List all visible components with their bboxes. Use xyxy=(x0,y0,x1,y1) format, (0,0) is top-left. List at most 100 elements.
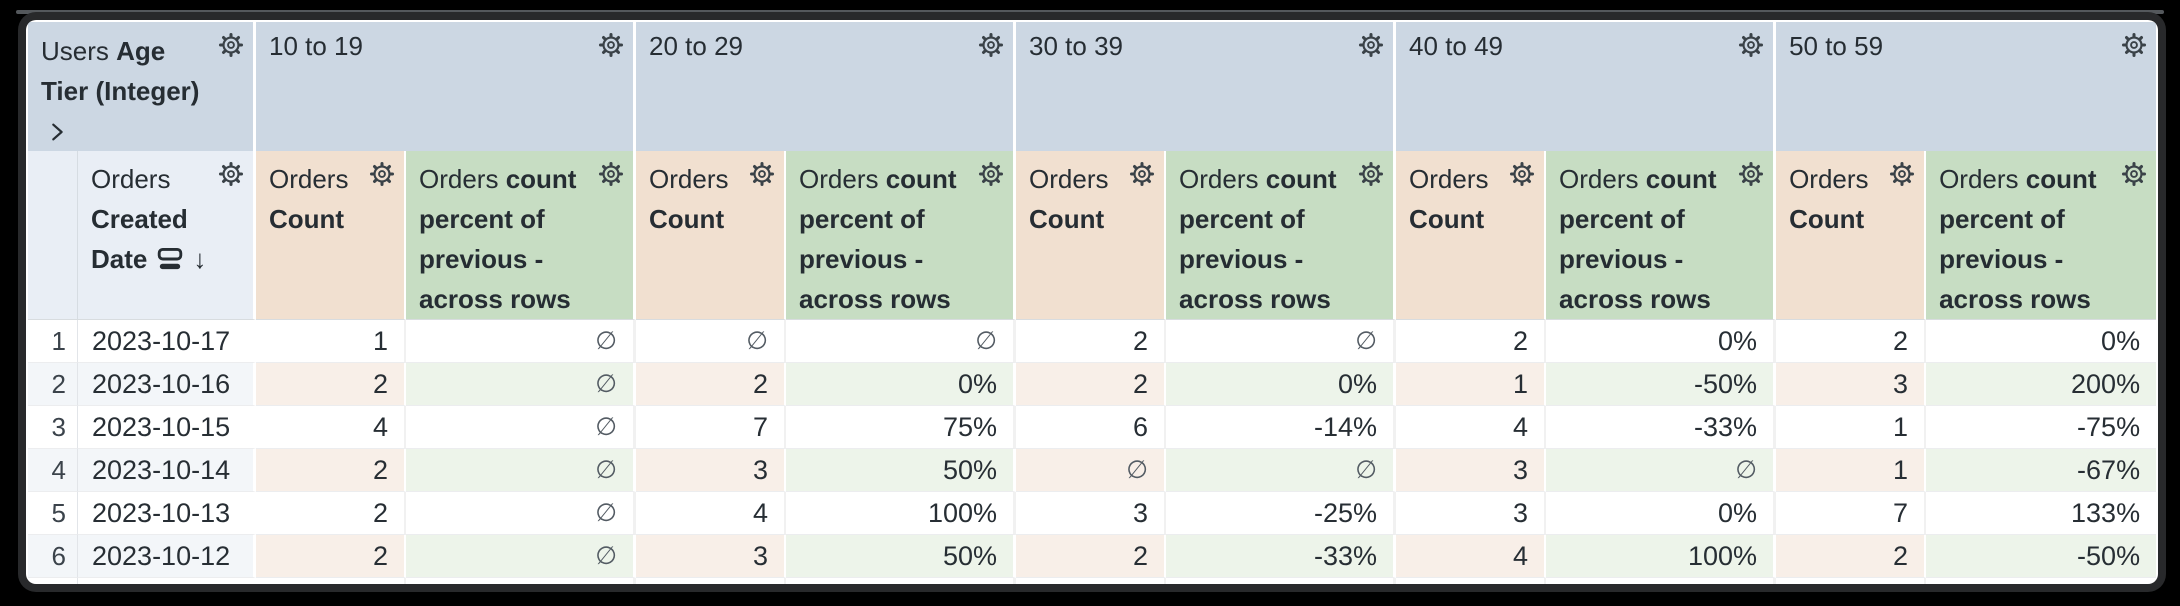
measure-header-orders-count[interactable]: Orders Count xyxy=(1776,151,1927,320)
value-cell[interactable]: 2 xyxy=(636,363,787,406)
value-cell[interactable]: 2 xyxy=(1776,535,1927,578)
value-cell[interactable]: 0% xyxy=(1546,320,1777,363)
value-cell[interactable]: 0% xyxy=(786,363,1017,406)
gear-icon[interactable] xyxy=(218,161,244,187)
value-cell[interactable]: 100% xyxy=(786,492,1017,535)
value-cell[interactable]: -14% xyxy=(1166,406,1397,449)
value-cell[interactable]: 2 xyxy=(256,535,406,578)
gear-icon[interactable] xyxy=(978,161,1004,187)
value-cell[interactable]: 1 xyxy=(1396,363,1547,406)
gear-icon[interactable] xyxy=(1889,161,1915,187)
value-cell[interactable]: 7 xyxy=(1776,492,1927,535)
value-cell[interactable]: 50% xyxy=(786,449,1017,492)
measure-header-percent-of-previous[interactable]: Orders count percent of previous - acros… xyxy=(1926,151,2157,320)
value-cell[interactable]: ∅ xyxy=(406,492,637,535)
gear-icon[interactable] xyxy=(2121,161,2147,187)
value-cell[interactable]: 2 xyxy=(636,578,787,584)
measure-header-orders-count[interactable]: Orders Count xyxy=(1396,151,1547,320)
gear-icon[interactable] xyxy=(218,32,244,58)
value-cell[interactable]: ∅ xyxy=(1396,578,1547,584)
gear-icon[interactable] xyxy=(598,161,624,187)
value-cell[interactable]: -33% xyxy=(1546,406,1777,449)
gear-icon[interactable] xyxy=(2121,32,2147,58)
value-cell[interactable]: 4 xyxy=(1396,535,1547,578)
value-cell[interactable]: 1 xyxy=(1776,406,1927,449)
measure-header-percent-of-previous[interactable]: Orders count percent of previous - acros… xyxy=(1166,151,1397,320)
row-dimension-header[interactable]: Orders Created Date ↓ xyxy=(78,151,256,320)
gear-icon[interactable] xyxy=(1129,161,1155,187)
chevron-right-icon[interactable] xyxy=(47,121,67,143)
date-cell[interactable]: 2023-10-13 xyxy=(78,492,256,535)
value-cell[interactable]: 50% xyxy=(786,535,1017,578)
gear-icon[interactable] xyxy=(1738,161,1764,187)
value-cell[interactable]: -67% xyxy=(1926,449,2157,492)
value-cell[interactable]: 2 xyxy=(256,363,406,406)
value-cell[interactable]: 0% xyxy=(1546,492,1777,535)
measure-header-percent-of-previous[interactable]: Orders count percent of previous - acros… xyxy=(406,151,637,320)
value-cell[interactable]: ∅ xyxy=(1546,449,1777,492)
value-cell[interactable]: ∅ xyxy=(406,363,637,406)
date-cell[interactable]: 2023-10-17 xyxy=(78,320,256,363)
value-cell[interactable]: ∅ xyxy=(1016,449,1167,492)
value-cell[interactable]: 100% xyxy=(1546,535,1777,578)
date-cell[interactable]: 2023-10-15 xyxy=(78,406,256,449)
value-cell[interactable]: -25% xyxy=(1166,492,1397,535)
value-cell[interactable]: 0% xyxy=(1166,363,1397,406)
value-cell[interactable]: 6 xyxy=(1016,406,1167,449)
gear-icon[interactable] xyxy=(1358,32,1384,58)
date-cell[interactable]: 2023-10-11 xyxy=(78,578,256,584)
value-cell[interactable]: ∅ xyxy=(406,406,637,449)
value-cell[interactable]: 4 xyxy=(636,492,787,535)
value-cell[interactable]: 3 xyxy=(1016,492,1167,535)
value-cell[interactable]: ∅ xyxy=(1166,449,1397,492)
value-cell[interactable]: ∅ xyxy=(636,320,787,363)
pivot-header-10-to-19[interactable]: 10 to 19 xyxy=(256,22,637,151)
value-cell[interactable]: ∅ xyxy=(406,535,637,578)
value-cell[interactable]: -50% xyxy=(1546,363,1777,406)
gear-icon[interactable] xyxy=(978,32,1004,58)
value-cell[interactable]: 75% xyxy=(786,406,1017,449)
measure-header-orders-count[interactable]: Orders Count xyxy=(1016,151,1167,320)
value-cell[interactable]: ∅ xyxy=(406,449,637,492)
gear-icon[interactable] xyxy=(598,32,624,58)
date-cell[interactable]: 2023-10-14 xyxy=(78,449,256,492)
value-cell[interactable]: 0% xyxy=(1926,320,2157,363)
value-cell[interactable]: 2 xyxy=(1776,320,1927,363)
pivot-header-20-to-29[interactable]: 20 to 29 xyxy=(636,22,1017,151)
value-cell[interactable]: 3 xyxy=(1776,363,1927,406)
value-cell[interactable]: ∅ xyxy=(786,320,1017,363)
value-cell[interactable]: 3 xyxy=(1016,578,1167,584)
value-cell[interactable]: 3 xyxy=(256,578,406,584)
value-cell[interactable]: -75% xyxy=(1926,406,2157,449)
measure-header-orders-count[interactable]: Orders Count xyxy=(256,151,406,320)
value-cell[interactable]: 3 xyxy=(1396,492,1547,535)
value-cell[interactable]: ∅ xyxy=(1166,320,1397,363)
value-cell[interactable]: 3 xyxy=(1396,449,1547,492)
measure-header-percent-of-previous[interactable]: Orders count percent of previous - acros… xyxy=(786,151,1017,320)
value-cell[interactable]: 2 xyxy=(1396,320,1547,363)
value-cell[interactable]: 4 xyxy=(1396,406,1547,449)
value-cell[interactable]: 2 xyxy=(1016,320,1167,363)
value-cell[interactable]: 133% xyxy=(1926,492,2157,535)
value-cell[interactable]: 3 xyxy=(636,449,787,492)
pivot-header-50-to-59[interactable]: 50 to 59 xyxy=(1776,22,2157,151)
gear-icon[interactable] xyxy=(1509,161,1535,187)
pivot-field-header[interactable]: Users Age Tier (Integer) xyxy=(28,22,256,151)
measure-header-orders-count[interactable]: Orders Count xyxy=(636,151,787,320)
measure-header-percent-of-previous[interactable]: Orders count percent of previous - acros… xyxy=(1546,151,1777,320)
value-cell[interactable]: 2 xyxy=(256,449,406,492)
value-cell[interactable]: -33% xyxy=(1166,535,1397,578)
value-cell[interactable]: ∅ xyxy=(1546,578,1777,584)
value-cell[interactable]: 2 xyxy=(1016,535,1167,578)
value-cell[interactable]: -50% xyxy=(1926,535,2157,578)
gear-icon[interactable] xyxy=(1738,32,1764,58)
value-cell[interactable]: ∅ xyxy=(1926,578,2156,584)
value-cell[interactable]: 1 xyxy=(256,320,406,363)
gear-icon[interactable] xyxy=(749,161,775,187)
value-cell[interactable]: 200% xyxy=(1926,363,2157,406)
value-cell[interactable]: ∅ xyxy=(406,320,637,363)
pivot-header-30-to-39[interactable]: 30 to 39 xyxy=(1016,22,1397,151)
gear-icon[interactable] xyxy=(1358,161,1384,187)
value-cell[interactable]: 7 xyxy=(636,406,787,449)
date-cell[interactable]: 2023-10-16 xyxy=(78,363,256,406)
